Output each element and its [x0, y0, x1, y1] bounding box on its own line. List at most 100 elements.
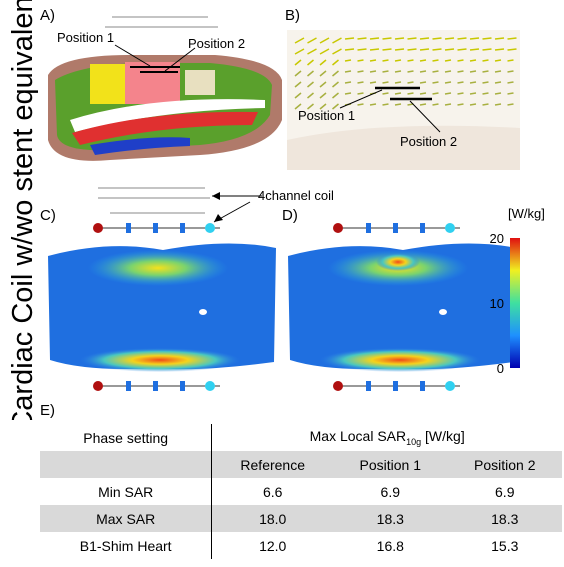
vector [407, 48, 417, 51]
vector [357, 37, 367, 40]
cell: Min SAR [40, 478, 213, 505]
vector [407, 92, 414, 95]
vector [332, 103, 339, 110]
vector [444, 70, 452, 73]
vector [457, 81, 464, 84]
vector [307, 59, 314, 66]
vector [394, 81, 402, 84]
coil-element [126, 223, 131, 233]
panel-label: E) [40, 402, 55, 419]
vector [369, 59, 377, 62]
vector [432, 59, 439, 62]
vector [332, 92, 339, 99]
vector [482, 59, 489, 62]
coil-element [393, 223, 398, 233]
panel-label: B) [285, 7, 300, 24]
vector [494, 81, 502, 84]
colorbar-tick: 20 [490, 231, 504, 246]
sar-maps [48, 223, 516, 391]
vector [419, 59, 427, 62]
cell: B1-Shim Heart [40, 532, 213, 559]
coil-port [445, 381, 455, 391]
coil-port [93, 381, 103, 391]
vector [294, 37, 305, 44]
vector [319, 37, 330, 44]
vector [469, 48, 480, 51]
vector [369, 37, 380, 40]
cell: Max SAR [40, 505, 213, 532]
hotspot [88, 250, 228, 286]
vector [469, 81, 477, 84]
vector [482, 37, 492, 40]
vector [369, 81, 377, 84]
vector [344, 37, 355, 40]
vector [469, 70, 477, 73]
vector [394, 103, 402, 106]
vector [482, 81, 489, 84]
vector [444, 59, 452, 62]
vector [469, 37, 480, 40]
coil-port [93, 223, 103, 233]
vector [344, 70, 352, 73]
vector [307, 70, 314, 77]
vector [344, 48, 355, 51]
vector [369, 103, 377, 106]
coil-port [445, 223, 455, 233]
header-cell: Max Local SAR10g [W/kg] [212, 424, 562, 451]
vector [444, 48, 455, 51]
vector [507, 81, 514, 84]
coil-element [180, 381, 185, 391]
vector [494, 70, 502, 73]
coil-element [153, 223, 158, 233]
sar-table: Phase setting Max Local SAR10g [W/kg] Re… [40, 424, 562, 559]
vector [494, 59, 502, 62]
vector [382, 37, 392, 40]
hole [199, 309, 207, 315]
vector [369, 48, 380, 51]
vector [419, 48, 430, 51]
panel-label: C) [40, 207, 56, 224]
header-cell: Phase setting [40, 424, 213, 451]
coil-element [366, 381, 371, 391]
vector [482, 92, 489, 95]
vector [357, 70, 364, 73]
vector [382, 48, 392, 51]
vector [407, 70, 414, 73]
vector [382, 92, 389, 95]
panel-label: A) [40, 7, 55, 24]
cell: 6.9 [380, 483, 401, 500]
vector [319, 103, 327, 110]
annotation: Position 1 [298, 108, 355, 123]
vector [432, 48, 442, 51]
vector [394, 59, 402, 62]
vector [307, 92, 314, 99]
vector [357, 92, 364, 95]
vector [382, 59, 389, 62]
column-header: Position 2 [447, 451, 562, 478]
vector [507, 59, 514, 62]
annotation: 4channel coil [258, 188, 334, 203]
vector [507, 48, 517, 51]
vector [382, 70, 389, 73]
coil-port [333, 381, 343, 391]
vector [307, 48, 317, 55]
vector [332, 59, 339, 66]
annotation: Position 2 [400, 134, 457, 149]
vector [457, 37, 467, 40]
vector [419, 92, 427, 95]
side-label: Cardiac Coil w/wo stent equivalent [7, 0, 39, 420]
vector [344, 92, 352, 95]
vector [494, 92, 502, 95]
vector [369, 70, 377, 73]
vector [332, 70, 339, 77]
hole [439, 309, 447, 315]
colorbar-tick: 10 [490, 296, 504, 311]
coil-element [366, 223, 371, 233]
vector [507, 37, 517, 40]
vector [294, 92, 302, 99]
cell: 6.6 [262, 483, 283, 500]
coil-port [205, 381, 215, 391]
vector [344, 81, 352, 84]
vector [444, 92, 452, 95]
